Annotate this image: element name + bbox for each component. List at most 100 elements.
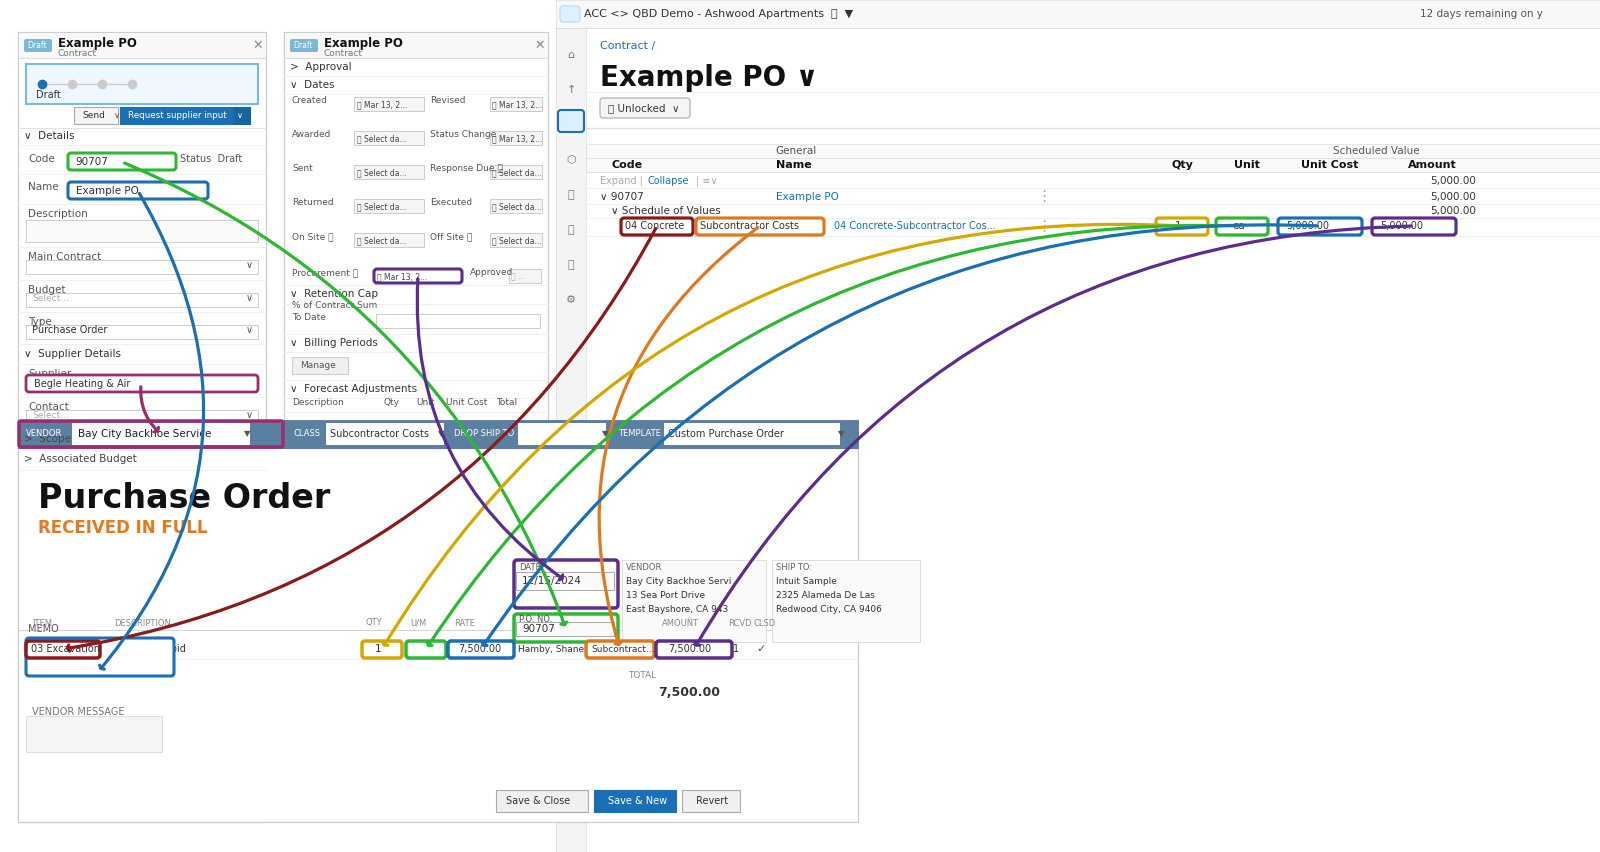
Text: Save & New: Save & New xyxy=(608,796,667,806)
FancyBboxPatch shape xyxy=(514,614,618,642)
Text: Qty: Qty xyxy=(1171,160,1194,170)
Text: Main Contract: Main Contract xyxy=(29,252,101,262)
Text: ∨  Dates: ∨ Dates xyxy=(290,80,334,90)
Text: 📋: 📋 xyxy=(568,120,574,130)
Bar xyxy=(26,260,258,274)
Text: Collapse: Collapse xyxy=(648,176,690,186)
Text: Subcontractor Costs: Subcontractor Costs xyxy=(330,429,429,439)
FancyBboxPatch shape xyxy=(696,218,824,235)
Bar xyxy=(594,790,675,812)
FancyBboxPatch shape xyxy=(621,218,693,235)
Bar xyxy=(72,423,250,445)
Bar xyxy=(557,0,1600,28)
Bar xyxy=(518,423,606,445)
Text: ∨ 90707: ∨ 90707 xyxy=(600,192,643,202)
Text: On Site ⓘ: On Site ⓘ xyxy=(291,232,333,241)
Text: 📅 Mar 13, 2...: 📅 Mar 13, 2... xyxy=(357,101,408,110)
FancyBboxPatch shape xyxy=(1373,218,1456,235)
FancyBboxPatch shape xyxy=(24,39,51,52)
Text: Select...: Select... xyxy=(32,294,69,303)
FancyBboxPatch shape xyxy=(1216,218,1267,235)
Text: Scheduled Value: Scheduled Value xyxy=(1333,146,1419,156)
Text: General: General xyxy=(776,146,816,156)
Text: TEMPLATE: TEMPLATE xyxy=(618,429,661,439)
Text: RATE: RATE xyxy=(454,619,475,628)
Text: | ≡∨: | ≡∨ xyxy=(696,176,718,187)
Text: 📅 Select da...: 📅 Select da... xyxy=(493,237,542,245)
Text: >  Associated Budget: > Associated Budget xyxy=(24,454,136,464)
Text: Amount: Amount xyxy=(1408,160,1456,170)
Text: Redwood City, CA 9406: Redwood City, CA 9406 xyxy=(776,606,882,614)
Text: 5,000.00: 5,000.00 xyxy=(1381,221,1424,231)
Text: Revert: Revert xyxy=(696,796,728,806)
Bar xyxy=(622,560,766,642)
Text: 04 Concrete-Subcontractor Cos...: 04 Concrete-Subcontractor Cos... xyxy=(834,221,995,231)
Text: VENDOR MESSAGE: VENDOR MESSAGE xyxy=(32,707,125,717)
Text: 12 days remaining on y: 12 days remaining on y xyxy=(1421,9,1542,19)
Bar xyxy=(664,423,840,445)
Text: MEMO: MEMO xyxy=(29,624,59,634)
Text: ✓: ✓ xyxy=(757,644,765,654)
Text: Name: Name xyxy=(776,160,811,170)
FancyBboxPatch shape xyxy=(600,98,690,118)
Bar xyxy=(586,144,1600,158)
Text: Contract /: Contract / xyxy=(600,41,656,51)
Text: ▼: ▼ xyxy=(438,429,445,439)
Bar xyxy=(682,790,739,812)
Text: 90707: 90707 xyxy=(75,157,107,167)
Text: ∨: ∨ xyxy=(114,112,120,120)
FancyBboxPatch shape xyxy=(26,641,99,658)
Text: 📊: 📊 xyxy=(568,225,574,235)
Text: 📅 Select da...: 📅 Select da... xyxy=(493,203,542,211)
Text: % of Contract Sum
To Date: % of Contract Sum To Date xyxy=(291,301,378,322)
Bar xyxy=(18,420,858,448)
FancyBboxPatch shape xyxy=(586,641,654,658)
Text: U/M: U/M xyxy=(410,619,426,628)
Text: 03 Excavation: 03 Excavation xyxy=(30,644,99,654)
Text: Expand |: Expand | xyxy=(600,176,643,187)
Bar xyxy=(490,233,542,247)
Bar xyxy=(234,107,250,124)
Text: ACC <> QBD Demo - Ashwood Apartments  ⓘ  ▼: ACC <> QBD Demo - Ashwood Apartments ⓘ ▼ xyxy=(584,9,853,19)
Text: Purchase Order: Purchase Order xyxy=(38,481,330,515)
Bar xyxy=(26,716,162,752)
Bar xyxy=(354,131,424,145)
Text: 📅 Select da...: 📅 Select da... xyxy=(357,135,406,143)
Bar xyxy=(557,28,586,852)
Text: CLSD: CLSD xyxy=(754,619,776,628)
Text: 7,500.00: 7,500.00 xyxy=(458,644,501,654)
FancyBboxPatch shape xyxy=(514,560,618,608)
Text: RCVD: RCVD xyxy=(728,619,752,628)
FancyBboxPatch shape xyxy=(374,269,462,283)
Text: Sent: Sent xyxy=(291,164,312,173)
Text: Purchase Order: Purchase Order xyxy=(32,325,107,335)
Text: CLASS: CLASS xyxy=(592,619,619,628)
Text: Request supplier input: Request supplier input xyxy=(128,112,227,120)
Text: 📅 Mar 13, 2...: 📅 Mar 13, 2... xyxy=(493,135,542,143)
Text: AMOUNT: AMOUNT xyxy=(662,619,699,628)
Bar xyxy=(376,314,541,328)
Text: Contract: Contract xyxy=(58,49,98,59)
Text: ⌂: ⌂ xyxy=(568,50,574,60)
Text: Select...: Select... xyxy=(32,411,69,420)
FancyBboxPatch shape xyxy=(448,641,514,658)
Text: Name: Name xyxy=(29,182,59,192)
FancyBboxPatch shape xyxy=(406,641,446,658)
Text: TOTAL: TOTAL xyxy=(627,671,656,681)
Bar xyxy=(496,790,589,812)
Text: Supplier: Supplier xyxy=(29,369,72,379)
Text: ∨: ∨ xyxy=(246,260,253,270)
Text: Awarded: Awarded xyxy=(291,130,331,139)
Text: 5,000.00: 5,000.00 xyxy=(1430,192,1475,202)
Text: 📅 Select da...: 📅 Select da... xyxy=(357,203,406,211)
Text: Example PO: Example PO xyxy=(77,186,139,196)
Text: P.O. NO.: P.O. NO. xyxy=(518,615,552,625)
FancyBboxPatch shape xyxy=(26,375,258,392)
Text: ⋮: ⋮ xyxy=(1037,189,1051,204)
Text: 1: 1 xyxy=(1174,221,1181,231)
Text: Revised: Revised xyxy=(430,96,466,105)
Text: 12/15/2024: 12/15/2024 xyxy=(522,576,582,586)
Bar xyxy=(18,32,266,822)
Text: Draft: Draft xyxy=(293,41,312,49)
Bar xyxy=(771,560,920,642)
